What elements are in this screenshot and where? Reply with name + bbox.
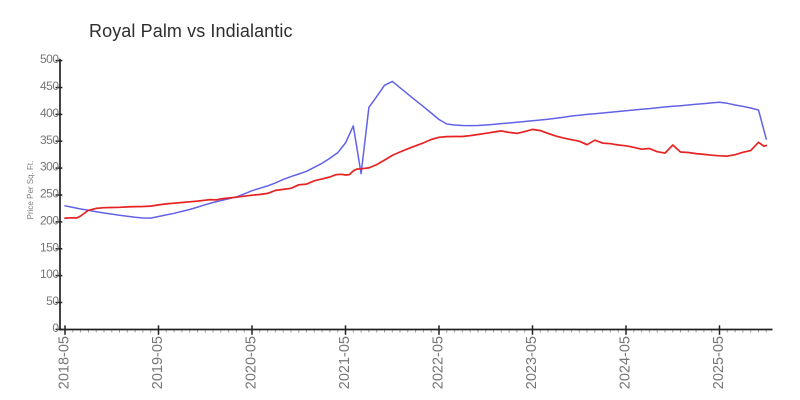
svg-text:2020-05: 2020-05: [244, 336, 260, 389]
svg-text:250: 250: [40, 187, 59, 201]
svg-text:0: 0: [52, 321, 59, 335]
svg-text:2021-05: 2021-05: [337, 336, 353, 389]
svg-text:2023-05: 2023-05: [524, 336, 540, 389]
svg-text:2019-05: 2019-05: [150, 336, 166, 389]
svg-text:2022-05: 2022-05: [431, 336, 447, 389]
svg-text:350: 350: [40, 133, 59, 147]
svg-text:100: 100: [40, 267, 59, 281]
svg-text:2024-05: 2024-05: [618, 336, 634, 389]
svg-text:2018-05: 2018-05: [57, 336, 73, 389]
svg-text:50: 50: [46, 294, 59, 308]
svg-text:300: 300: [40, 160, 59, 174]
svg-text:450: 450: [40, 79, 59, 93]
svg-text:Price Per Sq. Ft.: Price Per Sq. Ft.: [26, 161, 35, 220]
svg-text:2025-05: 2025-05: [711, 336, 727, 389]
svg-text:150: 150: [40, 240, 59, 254]
svg-text:200: 200: [40, 214, 59, 228]
svg-text:500: 500: [40, 52, 59, 66]
svg-text:400: 400: [40, 106, 59, 120]
